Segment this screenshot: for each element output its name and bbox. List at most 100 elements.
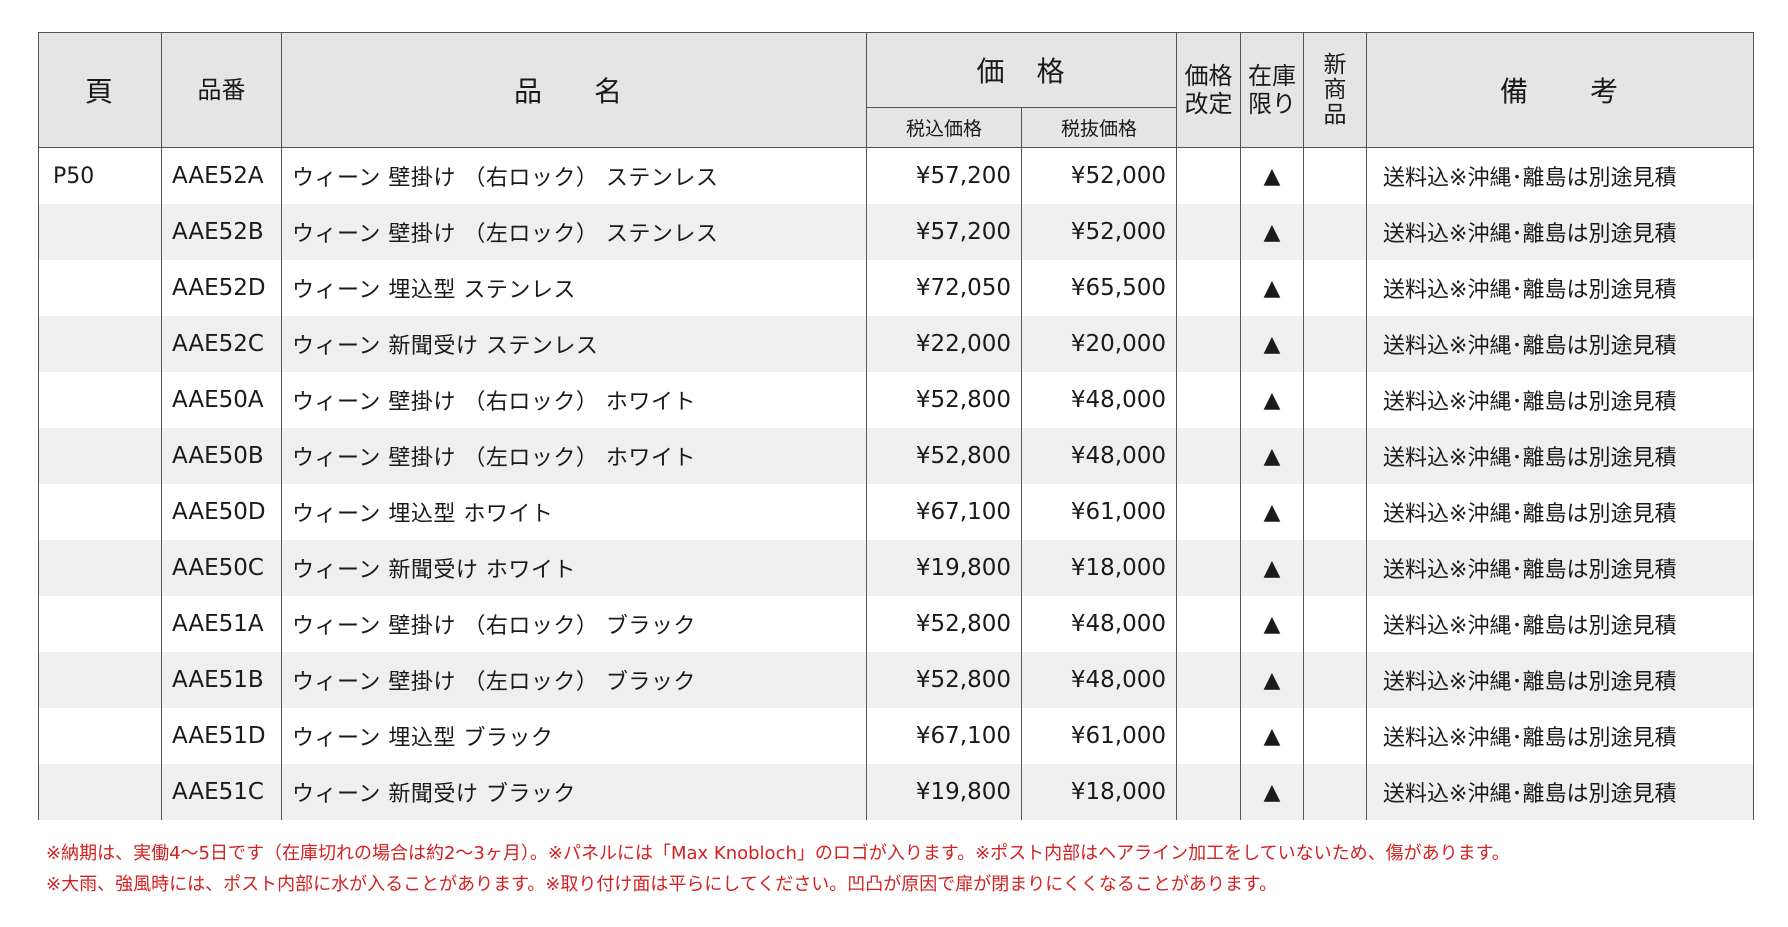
- table-cell-price-change: [1176, 372, 1242, 428]
- table-cell-new-product: [1303, 540, 1368, 596]
- header-price-change-line1: 価格: [1184, 62, 1233, 90]
- table-row: AAE50C ウィーン 新聞受け ホワイト ¥19,800 ¥18,000 ▲ 送料込※沖…: [38, 540, 1755, 596]
- table-cell-new-product: [1303, 484, 1368, 540]
- table-cell-stock-limited: ▲: [1240, 484, 1305, 540]
- table-cell-tax-in-price: ¥57,200: [866, 147, 1022, 204]
- table-cell-stock-limited: ▲: [1240, 316, 1305, 372]
- header-new-product: 新 商 品: [1303, 32, 1368, 148]
- table-cell-price-change: [1176, 428, 1242, 484]
- table-row: AAE52C ウィーン 新聞受け ステンレス ¥22,000 ¥20,000 ▲ 送料込※…: [38, 316, 1755, 372]
- header-stock-limited: 在庫 限り: [1240, 32, 1305, 148]
- footnote-line: ※大雨、強風時には、ポスト内部に水が入ることがあります。※取り付け面は平らにして…: [46, 874, 1278, 895]
- table-cell-new-product: [1303, 764, 1368, 820]
- table-cell-stock-limited: ▲: [1240, 204, 1305, 260]
- table-header: 頁 品番 品 名 価 格 価格 改定 在庫 限り 新 商 品 備 考: [38, 32, 1755, 148]
- table-cell-tax-ex-price: ¥48,000: [1020, 596, 1178, 652]
- table-cell-remarks: 送料込※沖縄･離島は別途見積: [1366, 596, 1755, 652]
- table-cell-tax-ex-price: ¥48,000: [1020, 372, 1178, 428]
- table-cell-tax-in-price: ¥19,800: [866, 540, 1022, 596]
- table-cell-remarks: 送料込※沖縄･離島は別途見積: [1366, 147, 1755, 204]
- table-cell-price-change: [1176, 204, 1242, 260]
- table-cell-tax-in-price: ¥67,100: [866, 708, 1022, 764]
- table-cell-code: AAE50B: [161, 428, 282, 484]
- table-cell-price-change: [1176, 708, 1242, 764]
- table-cell-code: AAE52A: [161, 147, 282, 204]
- table-cell-remarks: 送料込※沖縄･離島は別途見積: [1366, 372, 1755, 428]
- footnote-line: ※納期は、実働4〜5日です（在庫切れの場合は約2〜3ヶ月）。※パネルには「Max…: [46, 843, 1510, 864]
- table-cell-price-change: [1176, 764, 1242, 820]
- table-cell-price-change: [1176, 260, 1242, 316]
- table-cell-stock-limited: ▲: [1240, 540, 1305, 596]
- table-cell-code: AAE51D: [161, 708, 282, 764]
- table-row: AAE52D ウィーン 埋込型 ステンレス ¥72,050 ¥65,500 ▲ 送料込※沖…: [38, 260, 1755, 316]
- header-name: 品 名: [281, 32, 867, 148]
- table-cell-code: AAE52B: [161, 204, 282, 260]
- header-new-product-line2: 商: [1323, 76, 1347, 103]
- table-cell-code: AAE51A: [161, 596, 282, 652]
- table-cell-stock-limited: ▲: [1240, 428, 1305, 484]
- table-cell-page: [38, 708, 162, 764]
- table-row: AAE50D ウィーン 埋込型 ホワイト ¥67,100 ¥61,000 ▲ 送料込※沖縄…: [38, 484, 1755, 540]
- header-page: 頁: [38, 32, 162, 148]
- table-cell-new-product: [1303, 596, 1368, 652]
- table-cell-new-product: [1303, 428, 1368, 484]
- table-cell-name: ウィーン 壁掛け （左ロック） ホワイト: [281, 428, 867, 484]
- table-cell-code: AAE50C: [161, 540, 282, 596]
- table-cell-tax-ex-price: ¥48,000: [1020, 652, 1178, 708]
- table-cell-remarks: 送料込※沖縄･離島は別途見積: [1366, 708, 1755, 764]
- table-cell-page: [38, 596, 162, 652]
- header-price-tax-in: 税込価格: [866, 107, 1022, 148]
- table-cell-new-product: [1303, 652, 1368, 708]
- table-cell-code: AAE52C: [161, 316, 282, 372]
- table-cell-name: ウィーン 壁掛け （左ロック） ブラック: [281, 652, 867, 708]
- table-cell-name: ウィーン 埋込型 ブラック: [281, 708, 867, 764]
- price-table: 頁 品番 品 名 価 格 価格 改定 在庫 限り 新 商 品 備 考: [38, 32, 1755, 820]
- table-cell-remarks: 送料込※沖縄･離島は別途見積: [1366, 484, 1755, 540]
- table-cell-page: [38, 764, 162, 820]
- table-cell-name: ウィーン 埋込型 ホワイト: [281, 484, 867, 540]
- header-stock-limited-line1: 在庫: [1248, 62, 1297, 90]
- table-cell-tax-ex-price: ¥52,000: [1020, 147, 1178, 204]
- table-cell-code: AAE50D: [161, 484, 282, 540]
- header-remarks: 備 考: [1366, 32, 1755, 148]
- table-cell-remarks: 送料込※沖縄･離島は別途見積: [1366, 260, 1755, 316]
- table-cell-page: [38, 540, 162, 596]
- table-cell-tax-in-price: ¥52,800: [866, 652, 1022, 708]
- table-cell-code: AAE50A: [161, 372, 282, 428]
- table-cell-tax-ex-price: ¥20,000: [1020, 316, 1178, 372]
- table-cell-remarks: 送料込※沖縄･離島は別途見積: [1366, 428, 1755, 484]
- table-cell-page: P50: [38, 147, 162, 204]
- header-new-product-line1: 新: [1323, 51, 1347, 78]
- table-cell-tax-ex-price: ¥18,000: [1020, 540, 1178, 596]
- table-cell-page: [38, 260, 162, 316]
- table-cell-tax-in-price: ¥57,200: [866, 204, 1022, 260]
- header-price: 価 格: [865, 32, 1178, 108]
- table-body: P50 AAE52A ウィーン 壁掛け （右ロック） ステンレス ¥57,200 ¥52…: [38, 147, 1755, 820]
- table-cell-tax-ex-price: ¥52,000: [1020, 204, 1178, 260]
- table-cell-remarks: 送料込※沖縄･離島は別途見積: [1366, 316, 1755, 372]
- table-cell-page: [38, 204, 162, 260]
- table-cell-name: ウィーン 新聞受け ステンレス: [281, 316, 867, 372]
- table-row: P50 AAE52A ウィーン 壁掛け （右ロック） ステンレス ¥57,200 ¥52…: [38, 147, 1755, 204]
- table-cell-page: [38, 372, 162, 428]
- footnotes: ※納期は、実働4〜5日です（在庫切れの場合は約2〜3ヶ月）。※パネルには「Max…: [46, 838, 1510, 900]
- table-cell-tax-in-price: ¥19,800: [866, 764, 1022, 820]
- table-cell-remarks: 送料込※沖縄･離島は別途見積: [1366, 652, 1755, 708]
- table-row: AAE51B ウィーン 壁掛け （左ロック） ブラック ¥52,800 ¥48,000…: [38, 652, 1755, 708]
- table-cell-page: [38, 428, 162, 484]
- table-cell-new-product: [1303, 260, 1368, 316]
- table-cell-price-change: [1176, 484, 1242, 540]
- header-price-tax-ex: 税抜価格: [1020, 107, 1178, 148]
- table-cell-new-product: [1303, 147, 1368, 204]
- table-cell-name: ウィーン 埋込型 ステンレス: [281, 260, 867, 316]
- table-row: AAE50B ウィーン 壁掛け （左ロック） ホワイト ¥52,800 ¥48,000…: [38, 428, 1755, 484]
- table-cell-name: ウィーン 壁掛け （右ロック） ブラック: [281, 596, 867, 652]
- table-row: AAE51C ウィーン 新聞受け ブラック ¥19,800 ¥18,000 ▲ 送料込※沖…: [38, 764, 1755, 820]
- table-cell-tax-in-price: ¥67,100: [866, 484, 1022, 540]
- table-cell-stock-limited: ▲: [1240, 708, 1305, 764]
- table-cell-stock-limited: ▲: [1240, 147, 1305, 204]
- table-cell-stock-limited: ▲: [1240, 596, 1305, 652]
- header-code: 品番: [161, 32, 282, 148]
- table-cell-tax-ex-price: ¥61,000: [1020, 708, 1178, 764]
- table-cell-name: ウィーン 壁掛け （右ロック） ホワイト: [281, 372, 867, 428]
